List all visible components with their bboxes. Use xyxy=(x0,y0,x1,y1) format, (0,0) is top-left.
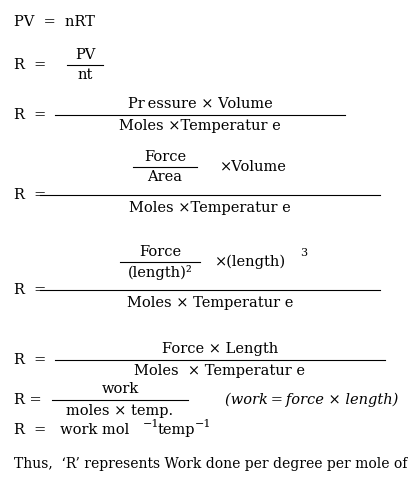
Text: 3: 3 xyxy=(300,248,307,258)
Text: ×(length): ×(length) xyxy=(215,255,286,269)
Text: R  =   work mol: R = work mol xyxy=(14,423,129,437)
Text: R  =: R = xyxy=(14,353,46,367)
Text: Moles ×Temperatur e: Moles ×Temperatur e xyxy=(119,119,281,133)
Text: ×Volume: ×Volume xyxy=(220,160,287,174)
Text: (work = force × length): (work = force × length) xyxy=(225,393,398,407)
Text: (length)²: (length)² xyxy=(128,264,193,279)
Text: Moles × Temperatur e: Moles × Temperatur e xyxy=(127,296,293,310)
Text: Force × Length: Force × Length xyxy=(162,342,278,356)
Text: Force: Force xyxy=(144,150,186,164)
Text: Force: Force xyxy=(139,245,181,259)
Text: R  =: R = xyxy=(14,283,46,297)
Text: PV  =  nRT: PV = nRT xyxy=(14,15,95,29)
Text: R =: R = xyxy=(14,393,42,407)
Text: R  =: R = xyxy=(14,108,46,122)
Text: moles × temp.: moles × temp. xyxy=(67,404,173,418)
Text: Moles ×Temperatur e: Moles ×Temperatur e xyxy=(129,201,291,215)
Text: R  =: R = xyxy=(14,58,46,72)
Text: Area: Area xyxy=(148,170,182,184)
Text: Moles  × Temperatur e: Moles × Temperatur e xyxy=(135,364,306,378)
Text: −1: −1 xyxy=(195,419,211,429)
Text: temp: temp xyxy=(158,423,195,437)
Text: work: work xyxy=(101,382,139,396)
Text: −1: −1 xyxy=(143,419,160,429)
Text: Pr essure × Volume: Pr essure × Volume xyxy=(128,97,273,111)
Text: nt: nt xyxy=(77,68,93,82)
Text: R  =: R = xyxy=(14,188,46,202)
Text: PV: PV xyxy=(75,48,95,62)
Text: Thus,  ‘R’ represents Work done per degree per mole of a gas.: Thus, ‘R’ represents Work done per degre… xyxy=(14,457,408,471)
